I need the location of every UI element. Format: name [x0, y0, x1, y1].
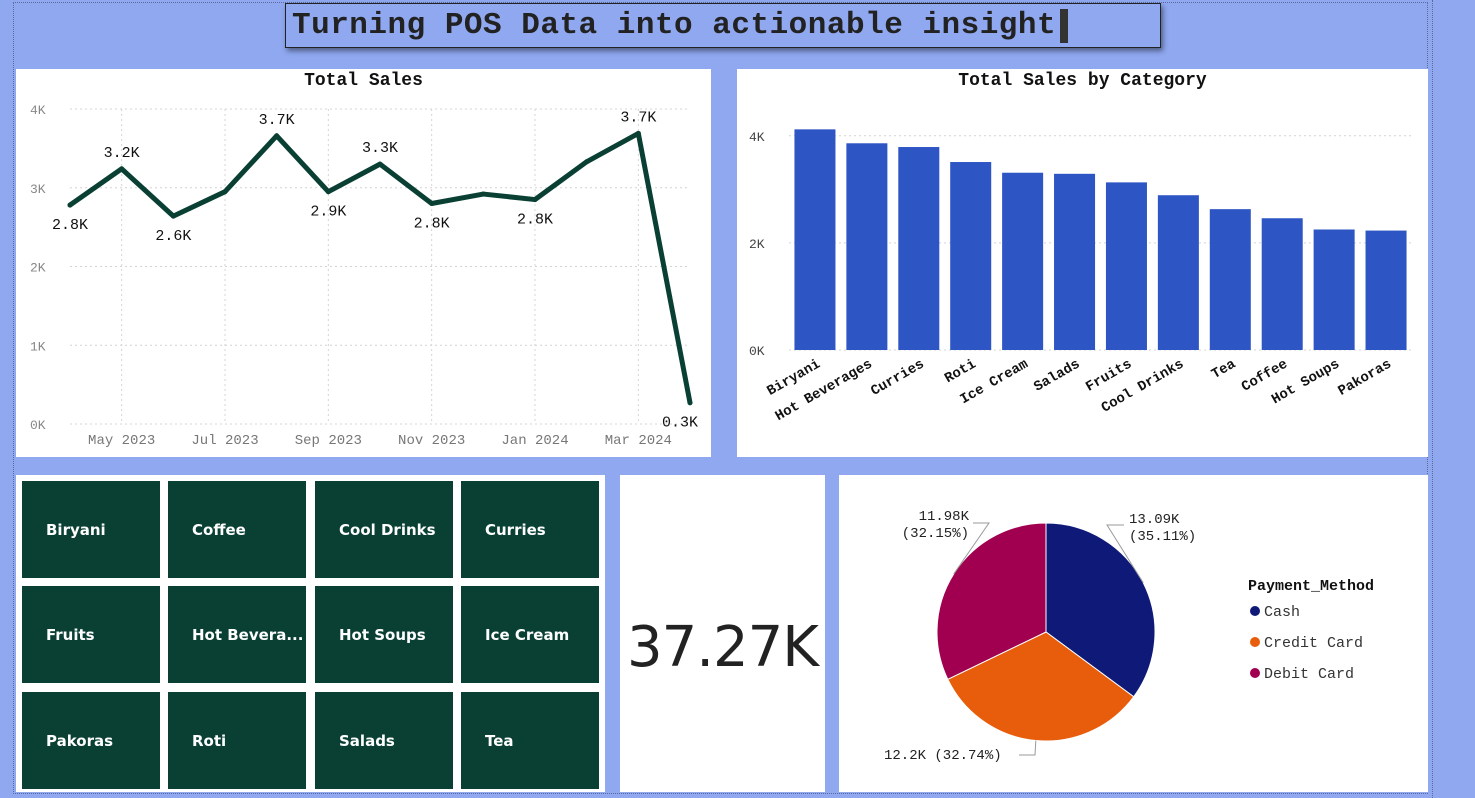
leader-line: [1019, 740, 1037, 756]
bar: [898, 147, 940, 350]
x-tick-label: Jul 2023: [191, 433, 258, 449]
pie-chart-svg: 13.09K(35.11%) 12.2K (32.74%) 11.98K(32.15…: [884, 509, 1374, 764]
slice-label: 12.2K (32.74%): [884, 748, 1002, 764]
bar-chart-title: Total Sales by Category: [958, 71, 1207, 91]
y-tick-label: 2K: [30, 261, 46, 276]
y-tick-label: 0K: [749, 344, 765, 359]
y-tick-label: 2K: [749, 237, 765, 252]
legend-marker: [1250, 637, 1260, 647]
slicer-tile[interactable]: Hot Soups: [315, 586, 453, 683]
text-cursor: [1060, 8, 1069, 43]
data-point: [170, 213, 176, 219]
legend-label: Credit Card: [1264, 635, 1363, 652]
data-label: 3.7K: [259, 112, 295, 129]
data-point: [325, 189, 331, 195]
category-label: Hot Beverages: [773, 356, 876, 424]
category-label: Roti: [942, 356, 979, 387]
data-label: 2.9K: [310, 204, 346, 221]
x-tick-label: Mar 2024: [605, 433, 672, 449]
slicer-tile[interactable]: Roti: [168, 692, 306, 789]
bar: [1054, 173, 1096, 350]
total-sales-line-chart[interactable]: Total Sales 0K 1K 2K 3K 4K May 2023 Jul 2023 Se…: [16, 69, 711, 457]
y-tick-label: 4K: [749, 130, 765, 145]
data-label: 2.8K: [517, 212, 553, 229]
y-tick-label: 4K: [30, 103, 46, 118]
bar: [794, 129, 836, 350]
data-point: [687, 400, 693, 406]
category-slicer[interactable]: Biryani Coffee Cool Drinks Curries Fruits Hot…: [16, 475, 605, 792]
legend-marker: [1250, 606, 1260, 616]
sales-by-category-bar-chart[interactable]: Total Sales by Category 0K 2K 4K Biryani Hot…: [737, 69, 1428, 457]
x-tick-label: Jan 2024: [501, 433, 568, 449]
category-label: Pakoras: [1336, 356, 1395, 399]
total-sales-card[interactable]: 37.27K: [620, 475, 825, 792]
data-label: 3.2K: [104, 145, 140, 162]
x-tick-label: Sep 2023: [295, 433, 362, 449]
data-point: [635, 130, 641, 136]
bar: [1261, 218, 1303, 350]
data-label: 0.3K: [662, 415, 698, 432]
data-point: [119, 166, 125, 172]
slice-label: (35.11%): [1129, 529, 1196, 545]
data-label: 2.8K: [52, 217, 88, 234]
bar: [1313, 229, 1355, 350]
legend-marker: [1250, 668, 1260, 678]
y-tick-label: 3K: [30, 182, 46, 197]
line-chart-svg: 0K 1K 2K 3K 4K May 2023 Jul 2023 Sep 2023 Nov 20…: [30, 103, 698, 449]
report-title: Turning POS Data into actionable insight: [292, 8, 1057, 43]
data-label: 3.3K: [362, 140, 398, 157]
right-strip: [1432, 0, 1475, 798]
data-point: [67, 202, 73, 208]
line-chart-title: Total Sales: [304, 71, 423, 91]
slicer-tile[interactable]: Ice Cream: [461, 586, 599, 683]
payment-method-pie-chart[interactable]: 13.09K (35.11%) 12.2K (32.74%) 11.98K (32.15…: [839, 475, 1428, 792]
y-tick-label: 1K: [30, 339, 46, 354]
slice-label: 13.09K: [1129, 512, 1180, 528]
slicer-tile[interactable]: Biryani: [22, 481, 160, 578]
bar: [1157, 195, 1199, 350]
total-sales-kpi: 37.27K: [626, 615, 819, 680]
data-label: 3.7K: [620, 109, 656, 126]
bar: [1365, 230, 1407, 350]
x-tick-label: May 2023: [88, 433, 155, 449]
report-title-box: Turning POS Data into actionable insight: [285, 3, 1161, 48]
slice-label: (32.15%): [902, 526, 969, 542]
sales-line: [67, 130, 693, 406]
slicer-tile[interactable]: Salads: [315, 692, 453, 789]
slice-label: 11.98K: [919, 509, 970, 525]
category-label: Salads: [1031, 356, 1083, 395]
data-point: [532, 197, 538, 203]
legend-label: Debit Card: [1264, 666, 1354, 683]
y-tick-label: 0K: [30, 418, 46, 433]
slicer-tile[interactable]: Hot Bevera...: [168, 586, 306, 683]
data-point: [480, 191, 486, 197]
bar: [1209, 209, 1251, 350]
bar: [846, 143, 888, 350]
legend-label: Cash: [1264, 604, 1300, 621]
data-point: [429, 201, 435, 206]
data-point: [222, 189, 228, 195]
bar: [1002, 172, 1044, 350]
data-label: 2.8K: [414, 216, 450, 233]
slicer-tile[interactable]: Pakoras: [22, 692, 160, 789]
leader-line: [1106, 524, 1144, 584]
slicer-tile[interactable]: Coffee: [168, 481, 306, 578]
slicer-tile[interactable]: Curries: [461, 481, 599, 578]
leader-line: [953, 522, 990, 575]
slicer-tile[interactable]: Tea: [461, 692, 599, 789]
legend-title: Payment_Method: [1248, 578, 1374, 595]
x-tick-label: Nov 2023: [398, 433, 465, 449]
data-label: 2.6K: [155, 228, 191, 245]
category-label: Tea: [1209, 356, 1239, 383]
data-point: [274, 133, 280, 139]
data-point: [584, 159, 590, 165]
data-point: [377, 161, 383, 167]
bar: [950, 162, 992, 350]
category-label: Curries: [868, 356, 927, 399]
slicer-tile[interactable]: Cool Drinks: [315, 481, 453, 578]
slicer-tile[interactable]: Fruits: [22, 586, 160, 683]
bar: [1105, 182, 1147, 350]
